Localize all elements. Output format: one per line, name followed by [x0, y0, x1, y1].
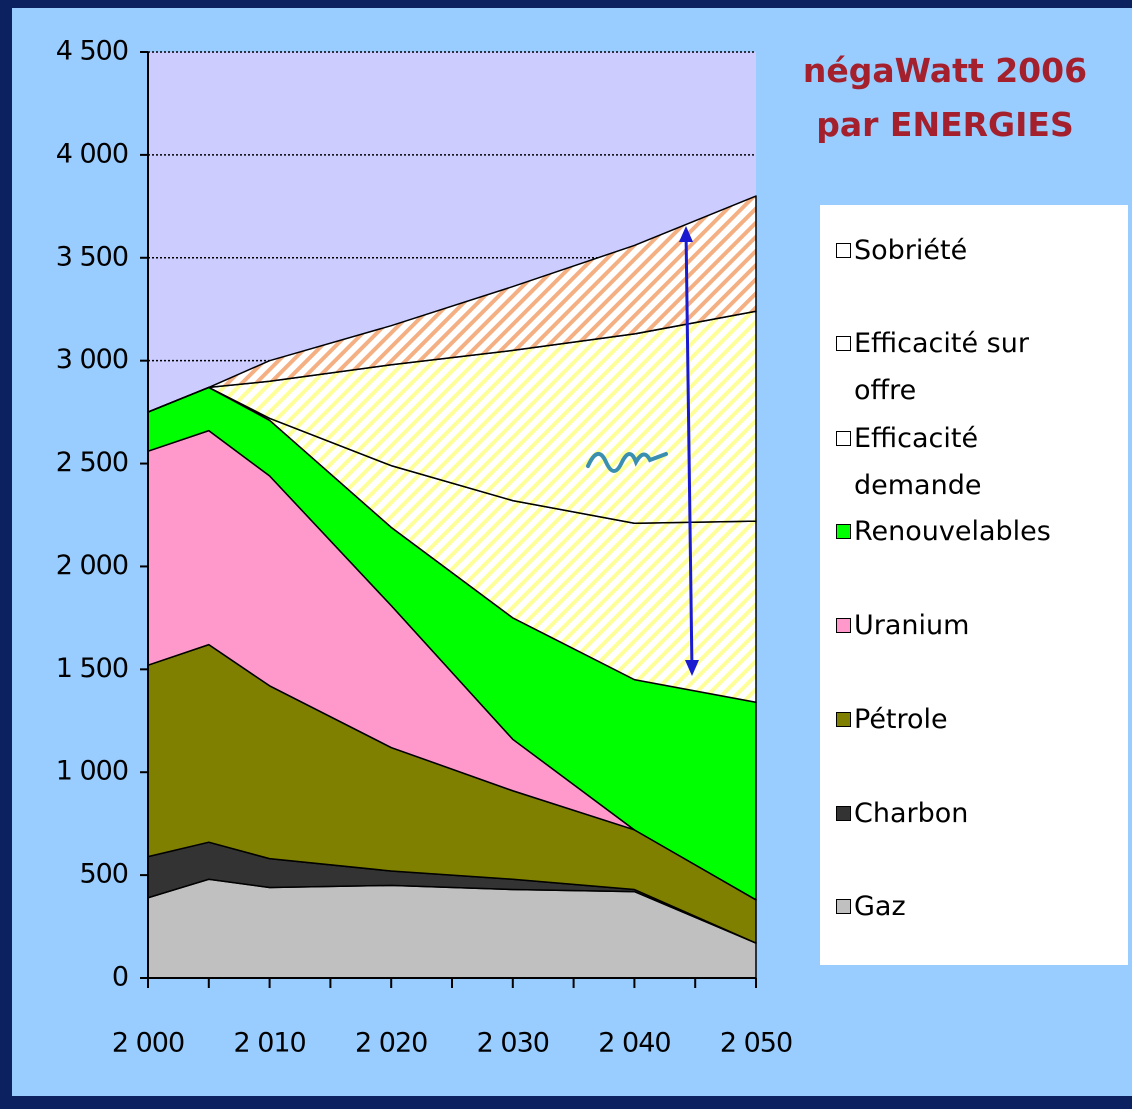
legend-entry: Efficacité demande: [836, 415, 1124, 509]
y-tick-label: 3 500: [56, 241, 128, 272]
legend-label: Efficacité sur offre: [854, 328, 1029, 406]
y-tick-label: 3 000: [56, 344, 128, 375]
legend-entry: Renouvelables: [836, 508, 1124, 555]
y-tick-label: 2 000: [56, 550, 128, 581]
legend-swatch: [836, 899, 851, 914]
legend-entry: Charbon: [836, 790, 1124, 837]
y-tick-label: 4 000: [56, 138, 128, 169]
legend-entry: Sobriété: [836, 227, 1124, 274]
y-tick-label: 2 500: [56, 447, 128, 478]
legend-swatch: [836, 806, 851, 821]
legend-label: Efficacité demande: [854, 423, 982, 501]
x-tick-label: 2 030: [477, 1028, 549, 1059]
legend-swatch: [836, 336, 851, 351]
legend: Sobriété Efficacité sur offre Efficacité d…: [820, 205, 1128, 965]
x-tick-label: 2 050: [720, 1028, 792, 1059]
chart-subtitle: par ENERGIES: [816, 105, 1073, 144]
y-tick-label: 1 000: [56, 756, 128, 787]
arrow: [684, 229, 694, 673]
logo: [586, 452, 668, 473]
y-tick-label: 0: [112, 962, 128, 993]
legend-swatch: [836, 243, 851, 258]
x-tick-label: 2 020: [355, 1028, 427, 1059]
legend-entry: Gaz: [836, 883, 1124, 930]
legend-label: Sobriété: [854, 235, 968, 266]
legend-label: Pétrole: [854, 704, 948, 735]
y-tick-label: 1 500: [56, 653, 128, 684]
legend-swatch: [836, 524, 851, 539]
legend-entry: Uranium: [836, 602, 1124, 649]
arrow-head: [679, 226, 693, 242]
legend-swatch: [836, 618, 851, 633]
y-tick-label: 500: [79, 859, 128, 890]
legend-label: Charbon: [854, 798, 969, 829]
legend-entry: Efficacité sur offre: [836, 320, 1124, 414]
x-tick-label: 2 010: [233, 1028, 305, 1059]
arrow-head: [685, 660, 699, 676]
x-tick-label: 2 040: [598, 1028, 670, 1059]
chart-title: négaWatt 2006: [803, 51, 1087, 90]
legend-swatch: [836, 431, 851, 446]
legend-entry: Pétrole: [836, 696, 1124, 743]
legend-label: Renouvelables: [854, 516, 1051, 547]
legend-swatch: [836, 712, 851, 727]
legend-label: Gaz: [854, 891, 906, 922]
legend-label: Uranium: [854, 610, 970, 641]
y-tick-label: 4 500: [56, 36, 128, 67]
x-tick-label: 2 000: [112, 1028, 184, 1059]
area: [147, 195, 757, 413]
